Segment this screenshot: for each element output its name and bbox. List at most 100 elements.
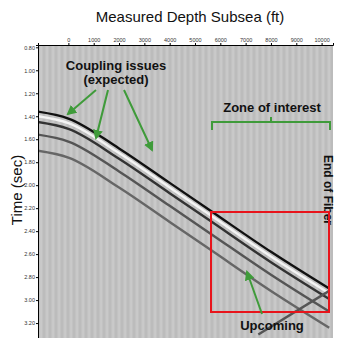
trace (65, 45, 66, 338)
trace (191, 45, 192, 338)
y-tick: 1.00 (24, 68, 38, 74)
arrow (124, 90, 152, 150)
annotation-text: Zone of interest (223, 100, 321, 115)
y-tick-mark (36, 254, 38, 255)
trace (269, 45, 270, 338)
y-tick-mark (36, 162, 38, 163)
y-tick-label: 0.80 (24, 45, 35, 51)
trace (224, 45, 225, 338)
trace (95, 45, 96, 338)
x-axis-line (39, 43, 334, 46)
x-tick-label: 7000 (240, 37, 252, 43)
arrow (247, 272, 262, 314)
x-tick: 9000 (291, 37, 303, 45)
trace (197, 45, 198, 338)
x-tick: 2000 (113, 37, 125, 45)
trace (233, 45, 234, 338)
y-axis-line (36, 46, 39, 338)
trace (77, 45, 78, 338)
arrow (96, 90, 108, 138)
trace (86, 45, 87, 338)
trace (179, 45, 180, 338)
trace (107, 45, 108, 338)
trace (146, 45, 147, 338)
trace (140, 45, 141, 338)
x-axis: 0100020003000400050006000700080009000100… (39, 37, 334, 46)
y-tick-mark (36, 47, 38, 48)
x-tick-mark (94, 43, 95, 45)
y-tick: 2.20 (24, 205, 38, 211)
trace (188, 45, 189, 338)
trace (53, 45, 54, 338)
x-tick-label: 6000 (215, 37, 227, 43)
trace (71, 45, 72, 338)
trace (203, 45, 204, 338)
trace (104, 45, 105, 338)
annotation-text: Coupling issues (66, 58, 166, 73)
y-axis: 0.801.001.201.401.601.802.002.202.402.60… (24, 45, 38, 338)
trace (122, 45, 123, 338)
y-tick-label: 3.00 (24, 297, 35, 303)
title: Measured Depth Subsea (ft) (96, 8, 284, 25)
trace (68, 45, 69, 338)
trace (41, 45, 42, 338)
trace (116, 45, 117, 338)
trace (137, 45, 138, 338)
y-tick-label: 3.20 (24, 320, 35, 326)
trace (134, 45, 135, 338)
trace (119, 45, 120, 338)
y-tick-mark (36, 208, 38, 209)
y-tick: 2.00 (24, 182, 38, 188)
y-tick-label: 1.80 (24, 159, 35, 165)
trace (92, 45, 93, 338)
trace (314, 45, 315, 338)
y-tick: 1.80 (24, 159, 38, 165)
y-tick-label: 2.00 (24, 182, 35, 188)
trace (80, 45, 81, 338)
event-line (38, 116, 329, 293)
trace (293, 45, 294, 338)
trace (266, 45, 267, 338)
x-tick-mark (195, 43, 196, 45)
marks (38, 45, 332, 338)
x-tick: 7000 (240, 37, 252, 45)
y-tick-mark (36, 231, 38, 232)
y-tick-label: 2.80 (24, 274, 35, 280)
trace (272, 45, 273, 338)
x-tick: 3000 (139, 37, 151, 45)
y-tick-mark (36, 277, 38, 278)
trace (242, 45, 243, 338)
y-tick: 1.20 (24, 91, 38, 97)
trace (221, 45, 222, 338)
trace (218, 45, 219, 338)
y-tick-mark (36, 70, 38, 71)
trace (305, 45, 306, 338)
trace (44, 45, 45, 338)
trace (59, 45, 60, 338)
annotation-text: (expected) (83, 72, 148, 87)
arrow (68, 90, 96, 114)
trace (161, 45, 162, 338)
x-tick-mark (220, 43, 221, 45)
trace (89, 45, 90, 338)
event-line (38, 135, 329, 312)
event-line (38, 112, 329, 289)
trace (251, 45, 252, 338)
y-tick: 1.60 (24, 136, 38, 142)
y-tick-label: 2.60 (24, 251, 35, 257)
y-tick-mark (36, 116, 38, 117)
x-tick-label: 1000 (88, 37, 100, 43)
trace (308, 45, 309, 338)
y-tick: 3.20 (24, 320, 38, 326)
y-tick-label: 1.20 (24, 91, 35, 97)
x-tick: 1000 (88, 37, 100, 45)
trace (230, 45, 231, 338)
y-tick: 0.80 (24, 45, 38, 51)
trace (317, 45, 318, 338)
y-tick-mark (36, 185, 38, 186)
y-tick-label: 1.40 (24, 113, 35, 119)
x-tick-label: 5000 (189, 37, 201, 43)
x-tick: 10000 (314, 37, 329, 45)
trace (263, 45, 264, 338)
trace (74, 45, 75, 338)
